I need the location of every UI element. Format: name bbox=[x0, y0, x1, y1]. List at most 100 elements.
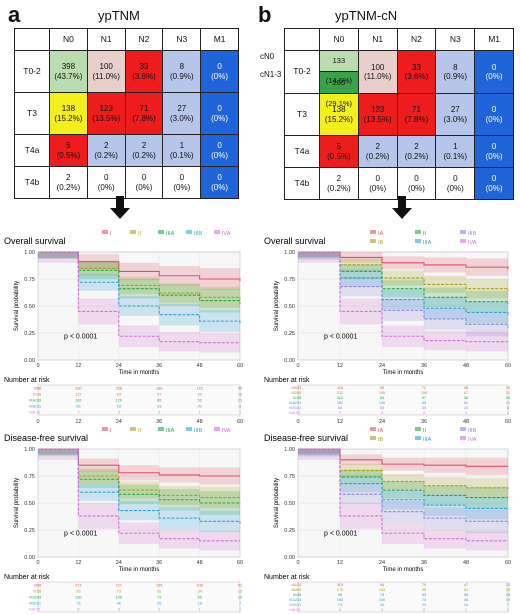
risk-value: 1 bbox=[239, 411, 241, 415]
stage-cell: 71 (7.8%) bbox=[396, 93, 437, 136]
risk-value: 46 bbox=[117, 602, 121, 606]
stage-cell: 0 (0%) bbox=[200, 134, 239, 167]
risk-value: 15 bbox=[506, 593, 510, 597]
risk-value: 182 bbox=[75, 399, 81, 403]
risk-value: 86 bbox=[338, 406, 342, 410]
risk-row-label: IIIA bbox=[29, 399, 35, 403]
risk-value: 20 bbox=[464, 406, 468, 410]
risk-value: 133 bbox=[379, 588, 385, 592]
stage-cell: 8 (0.9%) bbox=[162, 50, 202, 93]
x-tick-label: 36 bbox=[421, 363, 427, 369]
row-header: T3 bbox=[284, 93, 320, 136]
risk-value: 12 bbox=[296, 411, 300, 415]
x-tick-label: 12 bbox=[337, 560, 343, 566]
risk-value: 61 bbox=[464, 588, 468, 592]
risk-value: 19 bbox=[506, 598, 510, 602]
stage-cell: 2 (0.2%) bbox=[124, 134, 164, 167]
risk-value: 106 bbox=[116, 596, 122, 600]
ci-band bbox=[298, 449, 508, 510]
x-tick-label: 48 bbox=[197, 363, 203, 369]
y-tick-label: 0.25 bbox=[24, 331, 35, 337]
risk-value: 34 bbox=[197, 590, 201, 594]
risk-value: 73 bbox=[422, 598, 426, 602]
risk-value: 20 bbox=[197, 405, 201, 409]
x-tick-label: 60 bbox=[237, 560, 243, 566]
panel-letter-b: b bbox=[258, 2, 272, 27]
stage-cell: 100 (11.0%) bbox=[86, 50, 126, 93]
risk-value: 131 bbox=[35, 405, 41, 409]
risk-value: 52 bbox=[464, 401, 468, 405]
x-tick-label: 12 bbox=[75, 363, 81, 369]
legend-swatch bbox=[130, 427, 136, 431]
ci-band bbox=[298, 449, 508, 500]
risk-table-box bbox=[297, 384, 509, 416]
risk-value: 133 bbox=[295, 386, 301, 390]
risk-value: 159 bbox=[379, 391, 385, 395]
risk-value: 46 bbox=[197, 596, 201, 600]
x-axis-label: Time in months bbox=[119, 370, 160, 376]
stage-cell: 2 (0.2%) bbox=[396, 135, 437, 168]
risk-value: 46 bbox=[464, 598, 468, 602]
stage-subcell: 133 (14.6%) bbox=[320, 51, 358, 85]
survival-curve bbox=[298, 251, 508, 343]
stage-cell: 133 (14.6%)265 (29.1%) bbox=[319, 50, 359, 108]
stage-cell: 1 (0.1%) bbox=[162, 134, 202, 167]
risk-value: 18 bbox=[464, 603, 468, 607]
risk-value: 84 bbox=[117, 393, 121, 397]
y-tick-label: 0.25 bbox=[284, 331, 295, 337]
x-tick-label: 60 bbox=[237, 363, 243, 369]
risk-value: 233 bbox=[295, 401, 301, 405]
risk-value: 52 bbox=[422, 593, 426, 597]
risk-value: 330 bbox=[75, 387, 81, 391]
legend-swatch bbox=[102, 427, 108, 431]
risk-value: 1 bbox=[465, 608, 467, 612]
legend-swatch bbox=[415, 436, 421, 440]
row-header: T4b bbox=[14, 166, 50, 199]
stage-cell: 0 (0%) bbox=[357, 167, 398, 200]
stage-cell: 123 (13.5%) bbox=[357, 93, 398, 136]
risk-value: 21 bbox=[506, 401, 510, 405]
x-tick-label: 0 bbox=[296, 560, 299, 566]
risk-value: 29 bbox=[157, 602, 161, 606]
risk-value: 47 bbox=[464, 583, 468, 587]
legend-swatch bbox=[370, 436, 376, 440]
x-tick-label: 24 bbox=[379, 560, 385, 566]
y-tick-label: 0.50 bbox=[284, 304, 295, 310]
stage-cell: 398 (43.7%) bbox=[49, 50, 88, 93]
risk-value: 398 bbox=[35, 584, 41, 588]
chart-title: Disease-free survival bbox=[4, 433, 88, 443]
legend-label: II bbox=[423, 428, 427, 434]
risk-value: 28 bbox=[506, 588, 510, 592]
survival-curve bbox=[38, 251, 240, 344]
risk-row-label: IIIA bbox=[289, 401, 295, 405]
stage-cell: 2 (0.2%) bbox=[319, 167, 359, 200]
risk-value: 3 bbox=[381, 411, 383, 415]
x-tick-label: 36 bbox=[156, 560, 162, 566]
y-tick-label: 1.00 bbox=[284, 447, 295, 453]
risk-table-title: Number at risk bbox=[4, 377, 50, 384]
risk-row-label: IA bbox=[291, 386, 295, 390]
legend-label: II bbox=[138, 428, 142, 434]
stage-cell: 0 (0%) bbox=[162, 166, 202, 199]
risk-value: 53 bbox=[117, 405, 121, 409]
legend-swatch bbox=[415, 427, 421, 431]
col-header: N2 bbox=[124, 28, 164, 51]
stage-cell: 8 (0.9%) bbox=[435, 50, 476, 94]
legend-swatch bbox=[460, 230, 466, 234]
ci-band bbox=[38, 449, 240, 536]
x-axis-label: Time in months bbox=[383, 567, 424, 573]
legend-swatch bbox=[102, 230, 108, 234]
risk-value: 138 bbox=[295, 593, 301, 597]
x-tick-label: 12 bbox=[75, 560, 81, 566]
risk-value: 99 bbox=[380, 386, 384, 390]
risk-table-title: Number at risk bbox=[264, 574, 310, 581]
risk-row-label: IIIB bbox=[289, 406, 295, 410]
y-tick-label: 0.25 bbox=[284, 528, 295, 534]
risk-value: 1 bbox=[199, 411, 201, 415]
risk-row-label: II bbox=[293, 396, 295, 400]
ci-band bbox=[38, 252, 240, 316]
risk-value: 67 bbox=[464, 391, 468, 395]
stage-cell: 2 (0.2%) bbox=[49, 166, 88, 199]
y-tick-label: 1.00 bbox=[284, 250, 295, 256]
